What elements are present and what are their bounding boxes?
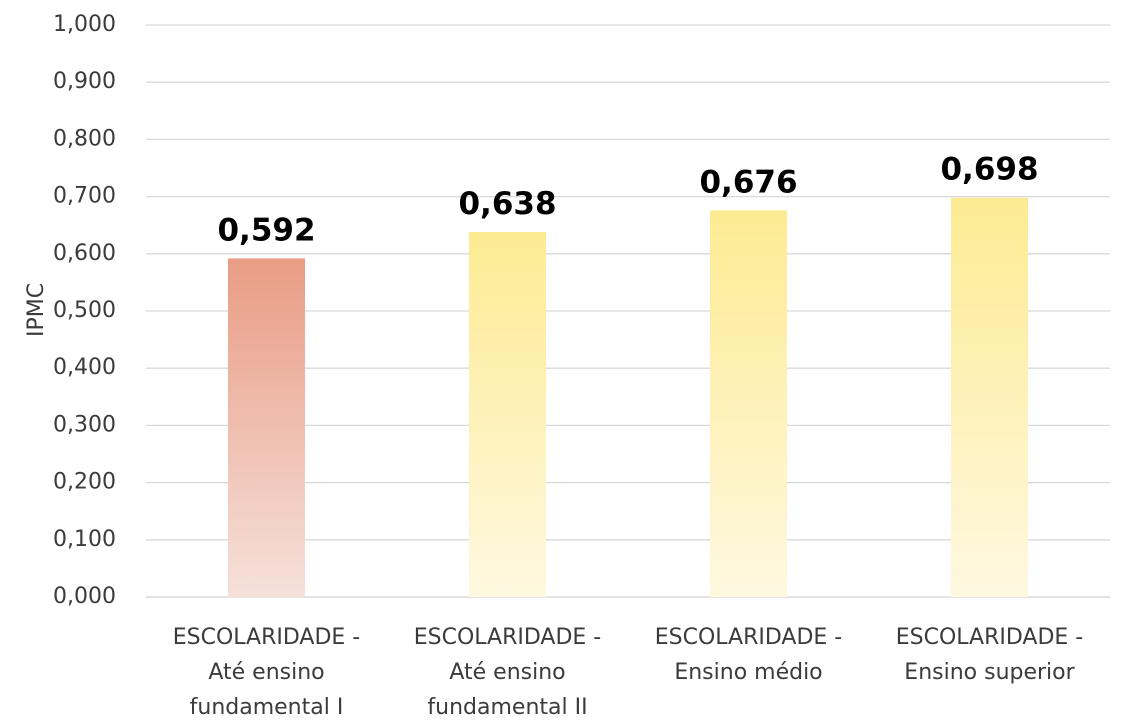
category-label: ESCOLARIDADE -Ensino superior [896, 625, 1084, 685]
y-tick-label: 0,100 [53, 527, 116, 552]
y-axis-ticks: 0,000 0,100 0,200 0,300 0,400 0,500 0,600 0,700… [53, 12, 116, 609]
y-tick-label: 0,300 [53, 412, 116, 437]
y-tick-label: 0,700 [53, 184, 116, 209]
bar [469, 232, 546, 597]
y-tick-label: 0,200 [53, 470, 116, 495]
bar [951, 197, 1028, 597]
data-label: 0,676 [699, 164, 797, 200]
y-tick-label: 0,500 [53, 298, 116, 323]
y-tick-label: 0,800 [53, 126, 116, 151]
category-label: ESCOLARIDADE -Até ensino fundamental I [173, 625, 361, 720]
category-label: ESCOLARIDADE -Ensino médio [655, 625, 843, 685]
y-tick-label: 0,400 [53, 355, 116, 380]
data-label: 0,638 [458, 186, 556, 222]
y-tick-label: 0,000 [53, 584, 116, 609]
bars [228, 197, 1028, 597]
y-tick-label: 0,900 [53, 69, 116, 94]
y-tick-label: 0,600 [53, 241, 116, 266]
x-axis-categories: ESCOLARIDADE -Até ensino fundamental I ESC… [173, 625, 1084, 720]
bar [228, 258, 305, 597]
data-label: 0,698 [940, 152, 1038, 188]
y-axis-label: IPMC [24, 283, 49, 337]
bar [710, 210, 787, 597]
y-tick-label: 1,000 [53, 12, 116, 37]
data-labels: 0,592 0,638 0,676 0,698 [217, 152, 1038, 249]
data-label: 0,592 [217, 212, 315, 248]
category-label: ESCOLARIDADE -Até ensino fundamental II [414, 625, 602, 720]
gridlines [146, 24, 1110, 598]
